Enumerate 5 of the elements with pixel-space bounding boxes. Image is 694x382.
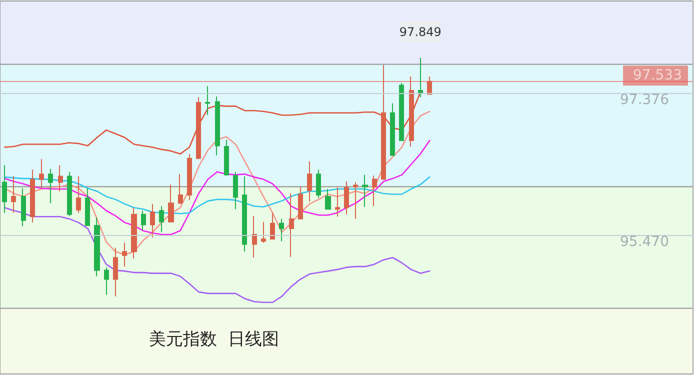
ref-line-label: 97.533 bbox=[633, 68, 682, 84]
y-tick-label: 97.376 bbox=[620, 92, 670, 108]
text: 美元指数 日线图 bbox=[149, 330, 279, 350]
y-tick-label: 95.470 bbox=[620, 234, 669, 250]
annotation: 97.849 bbox=[399, 24, 442, 39]
